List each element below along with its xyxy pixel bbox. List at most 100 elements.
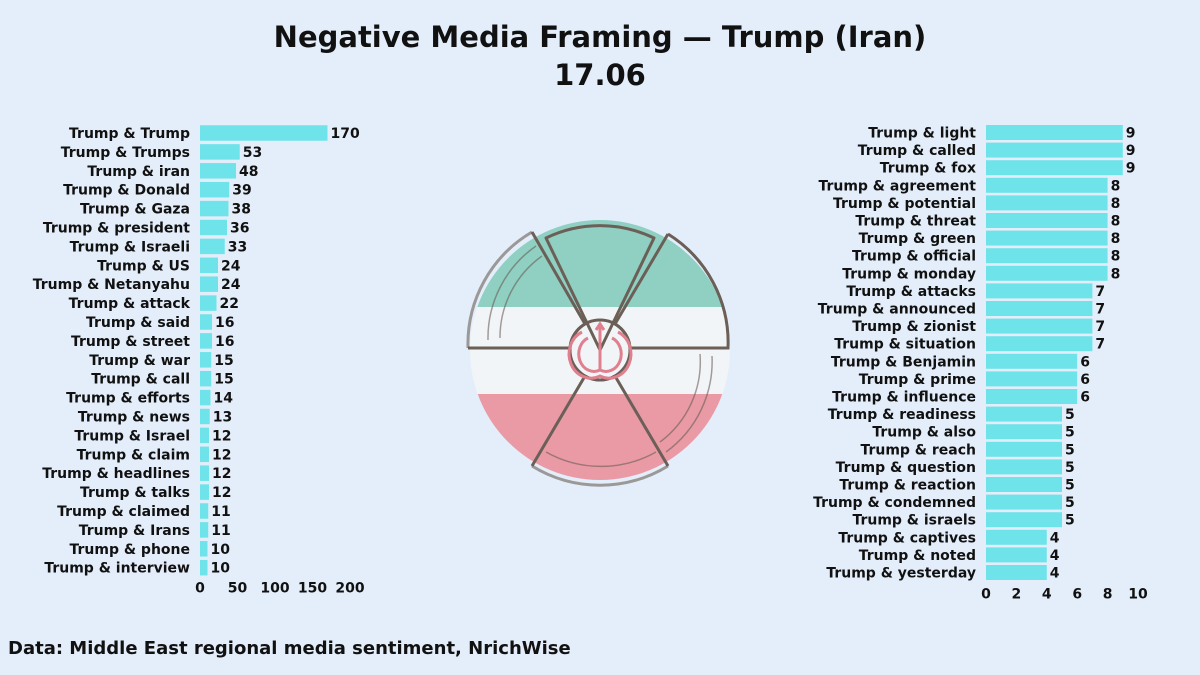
value-label: 24 [221, 277, 241, 293]
category-label: Trump & attack [69, 296, 191, 312]
bar [200, 427, 209, 444]
category-label: Trump & fox [880, 161, 976, 177]
category-label: Trump & potential [833, 196, 976, 212]
category-label: Trump & phone [69, 542, 190, 558]
category-label: Trump & Gaza [80, 202, 190, 218]
value-label: 13 [213, 410, 232, 426]
x-tick-label: 100 [260, 581, 289, 597]
value-label: 5 [1065, 513, 1075, 529]
category-label: Trump & israels [852, 513, 976, 529]
value-label: 6 [1080, 354, 1090, 370]
category-label: Trump & news [78, 410, 190, 426]
bar [200, 314, 212, 330]
category-label: Trump & call [91, 372, 190, 388]
x-tick-label: 2 [1012, 587, 1022, 603]
value-label: 4 [1050, 566, 1060, 582]
bar [200, 503, 209, 519]
category-label: Trump & announced [818, 302, 976, 318]
category-label: Trump & US [97, 258, 190, 274]
value-label: 24 [221, 258, 241, 274]
x-tick-label: 4 [1042, 587, 1052, 603]
category-label: Trump & talks [80, 485, 190, 501]
value-label: 10 [211, 561, 231, 577]
value-label: 8 [1111, 178, 1121, 194]
value-label: 12 [212, 466, 231, 482]
category-label: Trump & monday [842, 266, 976, 282]
x-tick-label: 150 [298, 581, 327, 597]
bar [200, 559, 208, 576]
value-label: 38 [232, 202, 251, 218]
category-label: Trump & also [872, 425, 976, 441]
category-label: Trump & claim [77, 447, 190, 463]
bar [986, 529, 1047, 545]
value-label: 170 [331, 126, 360, 142]
value-label: 12 [212, 485, 231, 501]
category-label: Trump & attacks [846, 284, 976, 300]
value-label: 11 [211, 504, 230, 520]
category-label: Trump & Irans [79, 523, 190, 539]
category-label: Trump & Netanyahu [33, 277, 190, 293]
bar [986, 230, 1108, 246]
value-label: 15 [214, 372, 233, 388]
bar [200, 276, 218, 292]
value-label: 11 [211, 523, 230, 539]
bar [200, 200, 229, 217]
bar [986, 441, 1062, 457]
bar [200, 465, 209, 481]
category-label: Trump & war [89, 353, 190, 369]
value-label: 5 [1065, 407, 1075, 423]
bar [986, 371, 1078, 387]
category-label: Trump & reaction [839, 478, 976, 494]
category-label: Trump & claimed [57, 504, 190, 520]
bar [200, 352, 212, 368]
bar [986, 547, 1047, 563]
x-tick-label: 0 [981, 587, 991, 603]
value-label: 8 [1111, 214, 1121, 230]
value-label: 8 [1111, 249, 1121, 265]
bar [200, 370, 212, 387]
category-label: Trump & iran [87, 164, 190, 180]
bar [986, 406, 1062, 422]
bar [200, 522, 209, 538]
value-label: 6 [1080, 390, 1090, 406]
bar [200, 257, 218, 274]
value-label: 9 [1126, 161, 1136, 177]
category-label: Trump & green [859, 231, 976, 247]
category-label: Trump & said [86, 315, 190, 331]
data-source-footer: Data: Middle East regional media sentime… [8, 638, 571, 659]
value-label: 9 [1126, 126, 1136, 142]
bar [986, 195, 1108, 211]
value-label: 53 [243, 145, 262, 161]
bar [986, 265, 1108, 281]
value-label: 33 [228, 239, 247, 255]
category-label: Trump & interview [44, 561, 190, 577]
x-tick-label: 6 [1072, 587, 1082, 603]
bar [200, 144, 240, 160]
bar [200, 219, 227, 236]
value-label: 4 [1050, 530, 1060, 546]
category-label: Trump & yesterday [826, 566, 976, 582]
bar [986, 318, 1093, 334]
bar [986, 565, 1047, 580]
category-label: Trump & reach [860, 442, 976, 458]
category-label: Trump & Donald [63, 183, 190, 199]
value-label: 7 [1095, 284, 1105, 300]
bar [986, 177, 1108, 193]
category-label: Trump & Israel [74, 428, 190, 444]
category-label: Trump & official [852, 249, 976, 265]
value-label: 8 [1111, 266, 1121, 282]
bar [200, 389, 211, 406]
bar [200, 333, 212, 349]
x-tick-label: 50 [228, 581, 248, 597]
iran-flag-radiation-emblem [466, 220, 730, 487]
category-label: Trump & Israeli [70, 239, 190, 255]
x-tick-label: 8 [1103, 587, 1113, 603]
category-label: Trump & captives [838, 530, 976, 546]
x-tick-label: 0 [195, 581, 205, 597]
value-label: 5 [1065, 460, 1075, 476]
bar [986, 494, 1062, 510]
category-label: Trump & prime [859, 372, 976, 388]
bar [986, 283, 1093, 299]
